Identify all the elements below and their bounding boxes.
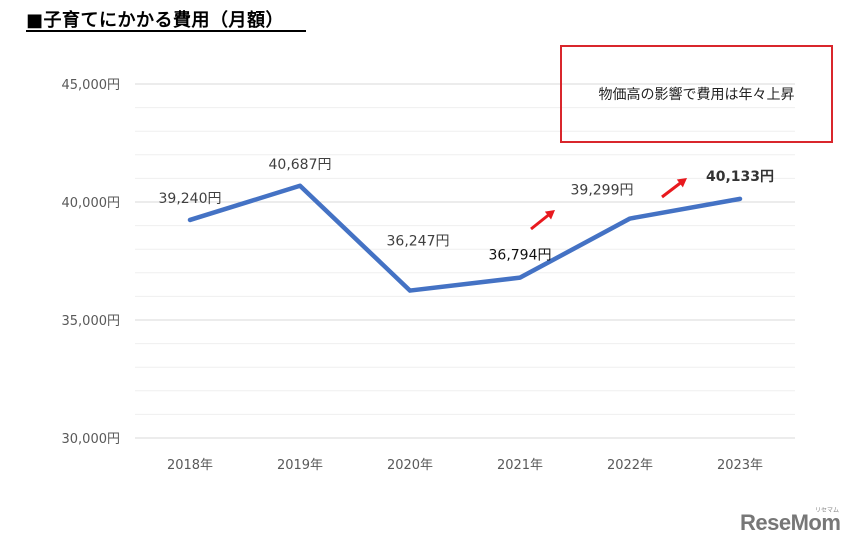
title-underline (26, 30, 306, 32)
y-tick-label: 30,000円 (62, 432, 121, 447)
y-tick-label: 35,000円 (62, 314, 121, 329)
x-tick-label: 2020年 (387, 458, 433, 473)
x-tick-label: 2023年 (717, 458, 763, 473)
y-tick-label: 45,000円 (62, 78, 121, 93)
up-arrow-icon (661, 179, 684, 199)
chart-title: ■子育てにかかる費用（月額） (26, 10, 285, 31)
data-line (187, 183, 743, 293)
x-tick-label: 2021年 (497, 458, 543, 473)
data-label: 39,240円 (159, 191, 222, 207)
y-tick-label: 40,000円 (62, 196, 121, 211)
up-arrow-head-icon (676, 178, 687, 188)
data-label: 40,133円 (706, 169, 774, 185)
data-label: 40,687円 (269, 157, 332, 173)
data-label: 36,794円 (489, 248, 552, 264)
up-arrow-head-icon (544, 210, 555, 220)
data-label: 39,299円 (571, 183, 634, 199)
x-tick-label: 2018年 (167, 458, 213, 473)
logo-kana: リセマム (815, 507, 840, 514)
resemom-logo: ReseMom (740, 510, 841, 535)
x-tick-label: 2019年 (277, 458, 323, 473)
up-arrow-icon (530, 211, 552, 231)
x-tick-label: 2022年 (607, 458, 653, 473)
callout-text: 物価高の影響で費用は年々上昇 (598, 87, 795, 103)
annotation-callout-box: 物価高の影響で費用は年々上昇 (560, 45, 833, 143)
data-label: 36,247円 (387, 234, 450, 250)
